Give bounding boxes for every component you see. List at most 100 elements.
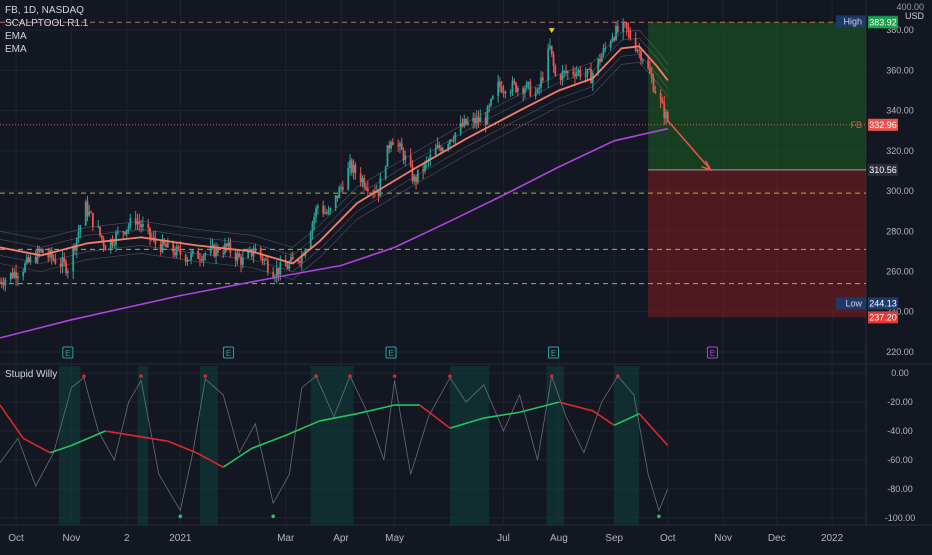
candle-body — [15, 272, 17, 279]
oversold-dot — [271, 514, 275, 519]
candle-body — [279, 262, 282, 275]
symbol-title: FB, 1D, NASDAQ — [5, 5, 84, 16]
earnings-marker[interactable]: E — [548, 346, 560, 359]
currency-label[interactable]: 400.00 USD — [896, 3, 924, 21]
candle-body — [413, 176, 416, 182]
earnings-marker[interactable]: E — [706, 346, 718, 359]
price-label-value: 310.56 — [869, 165, 897, 175]
x-tick-label: 2022 — [821, 533, 844, 544]
candle-body — [449, 140, 451, 145]
candle-body — [388, 145, 391, 149]
candle-body — [315, 208, 317, 217]
candle-body — [177, 246, 180, 249]
candle-body — [497, 81, 500, 97]
candle-body — [613, 37, 616, 40]
candle-body — [254, 247, 257, 254]
candle-body — [649, 68, 651, 74]
candle-body — [297, 259, 300, 262]
earnings-marker[interactable]: E — [62, 346, 74, 359]
earnings-box — [223, 346, 235, 359]
candle-body — [50, 250, 53, 258]
ind-y-tick-label: -80.00 — [887, 484, 913, 494]
candle-body — [311, 223, 314, 233]
candle-body — [134, 218, 137, 225]
signal-line-segment — [356, 404, 395, 415]
candle-body — [24, 263, 26, 272]
price-label-name: FB — [850, 120, 862, 130]
price-labels: High384.33383.92FB332.96310.56Low244.132… — [836, 15, 898, 324]
candle-body — [300, 254, 303, 263]
study-ema-2[interactable]: EMA — [5, 44, 27, 55]
candle-body — [225, 243, 228, 247]
overbought-dot — [139, 374, 143, 378]
candle-body — [163, 239, 166, 245]
ema-fast-line — [0, 45, 669, 265]
earnings-marker[interactable]: E — [385, 346, 397, 359]
candle-body — [47, 253, 50, 257]
candle-body — [452, 140, 455, 142]
signal-line-segment — [592, 410, 615, 426]
candle-body — [379, 178, 382, 197]
x-tick-label: Jul — [497, 533, 510, 544]
price-label-bg — [868, 118, 898, 131]
signal-line-segment — [449, 417, 485, 429]
candle-body — [63, 257, 66, 262]
candle-body — [329, 207, 332, 212]
candle-body — [541, 77, 544, 81]
candle-body — [175, 246, 178, 256]
candle-body — [79, 225, 82, 232]
x-tick-label: May — [385, 533, 404, 544]
ind-y-tick-label: 0.00 — [891, 368, 909, 378]
y-tick-label: 320.00 — [886, 146, 914, 156]
candle-body — [2, 284, 5, 286]
candle-body — [547, 48, 550, 81]
candle-body — [636, 49, 639, 51]
candle-body — [527, 82, 530, 84]
candle-body — [511, 80, 514, 92]
signal-line-segment — [558, 401, 594, 412]
candle-body — [290, 257, 292, 263]
candle-body — [627, 28, 630, 32]
candle-body — [361, 178, 364, 183]
candle-body — [577, 70, 580, 73]
candle-body — [90, 211, 92, 213]
signal-line-segment — [49, 444, 72, 454]
candle-body — [400, 143, 403, 150]
overbought-dot — [616, 374, 620, 378]
signal-line-segment — [222, 447, 253, 468]
overbought-dot — [82, 374, 86, 378]
candle-body — [650, 73, 653, 79]
signal-line-segment — [319, 412, 358, 422]
candle-body — [365, 186, 367, 189]
price-label-name: Low — [845, 298, 862, 308]
study-ema-1[interactable]: EMA — [5, 31, 27, 42]
oscillator-pane — [0, 374, 669, 519]
candle-body — [654, 91, 657, 93]
candle-body — [229, 242, 232, 253]
candle-body — [4, 279, 7, 286]
price-label-bg — [868, 297, 898, 310]
earnings-box — [62, 346, 74, 359]
axes: 220.00 240.00 260.00 280.00 300.00 320.00 340.… — [8, 25, 915, 544]
candle-body — [34, 257, 37, 263]
indicator-title[interactable]: Stupid Willy — [5, 369, 58, 380]
candle-body — [29, 257, 32, 262]
candle-body — [249, 249, 251, 252]
candle-body — [97, 226, 100, 228]
y-tick-label: 240.00 — [886, 307, 914, 317]
oscillator-zone — [342, 366, 354, 525]
study-scalptool[interactable]: SCALPTOOL R1.1 — [5, 18, 89, 29]
candle-body — [215, 247, 217, 257]
candle-body — [9, 272, 12, 280]
candle-body — [184, 254, 187, 262]
ind-y-tick-label: -40.00 — [887, 426, 913, 436]
candle-body — [359, 173, 362, 183]
ind-y-tick-label: -60.00 — [887, 455, 913, 465]
earnings-marker[interactable]: E — [223, 346, 235, 359]
candle-body — [252, 253, 255, 257]
candle-body — [590, 69, 592, 84]
signal-triangle — [548, 28, 555, 34]
signal-line-segment — [140, 436, 168, 442]
oscillator-zone — [449, 366, 490, 525]
ind-y-tick-label: -20.00 — [887, 397, 913, 407]
